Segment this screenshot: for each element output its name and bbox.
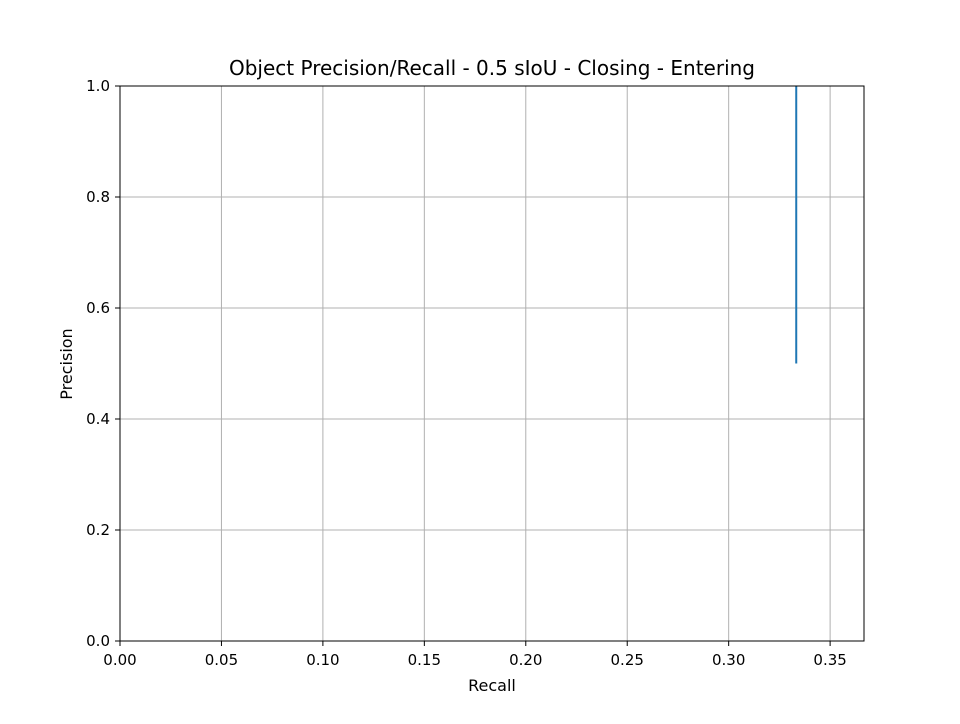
plot-frame [119,85,865,642]
x-tick-label: 0.20 [509,651,542,669]
x-tick-label: 0.35 [813,651,846,669]
x-axis-label: Recall [468,676,516,695]
y-tick-label: 0.0 [86,632,110,650]
y-tick-label: 1.0 [86,77,110,95]
y-tick-label: 0.6 [86,299,110,317]
y-tick-label: 0.4 [86,410,110,428]
chart-title: Object Precision/Recall - 0.5 sIoU - Clo… [229,56,755,80]
x-tick-label: 0.00 [103,651,136,669]
axis-ticks: 0.00 0.05 0.10 0.15 0.20 0.25 0.30 0.35 0.0 0.2 0.… [86,77,847,669]
x-tick-label: 0.25 [611,651,644,669]
x-tick-label: 0.15 [408,651,441,669]
x-tick-label: 0.05 [205,651,238,669]
y-tick-label: 0.8 [86,188,110,206]
y-tick-label: 0.2 [86,521,110,539]
x-tick-label: 0.10 [306,651,339,669]
y-axis-label: Precision [57,328,76,399]
x-tick-label: 0.30 [712,651,745,669]
